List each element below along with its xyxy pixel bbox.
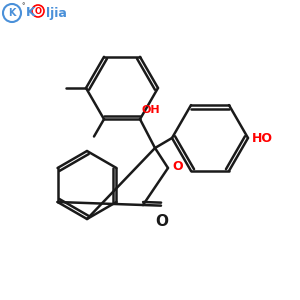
Text: K: K xyxy=(26,7,36,20)
Text: ljia: ljia xyxy=(46,7,67,20)
Text: O: O xyxy=(155,214,169,229)
Text: O: O xyxy=(172,160,183,172)
Text: O: O xyxy=(34,7,41,16)
Text: K: K xyxy=(8,8,16,18)
Text: OH: OH xyxy=(142,105,161,115)
Text: °: ° xyxy=(21,3,25,9)
Text: HO: HO xyxy=(252,131,273,145)
